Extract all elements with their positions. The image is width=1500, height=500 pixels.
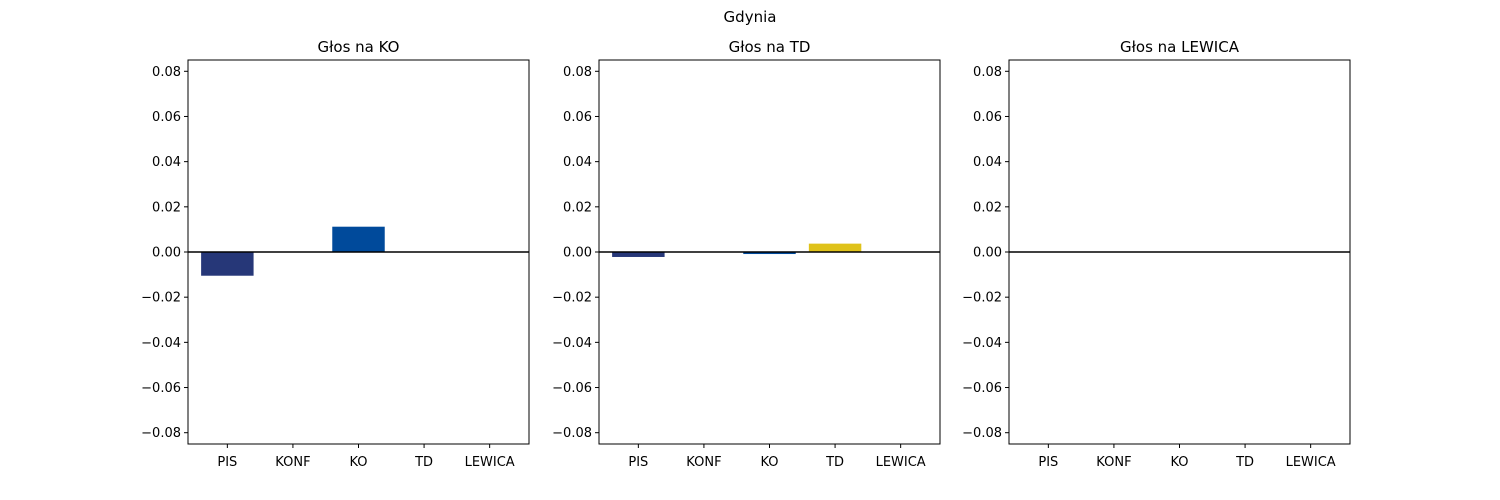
panel-title: Głos na TD [729, 38, 811, 56]
figure-suptitle: Gdynia [724, 8, 777, 26]
x-tick-label-td: TD [825, 455, 844, 470]
x-tick-label-pis: PIS [217, 455, 237, 470]
panels: −0.08 −0.06 −0.04 −0.02 0.00 0.02 0.04 0.06 0.08… [141, 38, 1351, 470]
y-tick-label: 0.06 [563, 110, 592, 125]
y-tick-label: −0.08 [962, 426, 1002, 441]
y-tick-label: −0.02 [552, 291, 592, 306]
y-tick-label: 0.00 [152, 246, 181, 261]
x-tick-label-ko: KO [1170, 455, 1188, 470]
x-tick-label-lewica: LEWICA [876, 455, 926, 470]
panel-title: Głos na KO [318, 38, 400, 56]
y-tick-label: 0.00 [563, 246, 592, 261]
y-tick-label: 0.04 [973, 155, 1002, 170]
x-tick-label-konf: KONF [275, 455, 310, 470]
bar-pis [612, 252, 665, 257]
y-tick-label: 0.02 [152, 200, 181, 215]
x-tick-label-ko: KO [349, 455, 367, 470]
chart-panel-3: −0.08 −0.06 −0.04 −0.02 0.00 0.02 0.04 0.06 0.08… [962, 38, 1351, 470]
x-tick-label-konf: KONF [686, 455, 721, 470]
y-tick-label: 0.02 [563, 200, 592, 215]
y-tick-label: −0.06 [962, 381, 1002, 396]
bar-ko [332, 226, 385, 252]
bar-pis [201, 252, 254, 276]
x-tick-label-konf: KONF [1096, 455, 1131, 470]
y-tick-label: −0.06 [141, 381, 181, 396]
y-tick-label: 0.04 [563, 155, 592, 170]
bar-ko [743, 252, 796, 255]
y-tick-label: −0.02 [141, 291, 181, 306]
y-tick-label: −0.04 [962, 336, 1002, 351]
y-tick-label: −0.08 [552, 426, 592, 441]
bar-td [808, 243, 862, 252]
y-tick-label: −0.04 [141, 336, 181, 351]
y-tick-label: −0.06 [552, 381, 592, 396]
chart-panel-1: −0.08 −0.06 −0.04 −0.02 0.00 0.02 0.04 0.06 0.08… [141, 38, 530, 470]
x-tick-label-pis: PIS [1038, 455, 1058, 470]
x-tick-label-pis: PIS [628, 455, 648, 470]
y-tick-label: 0.06 [973, 110, 1002, 125]
y-tick-label: −0.02 [962, 291, 1002, 306]
y-tick-label: 0.02 [973, 200, 1002, 215]
panel-title: Głos na LEWICA [1120, 38, 1240, 56]
x-tick-label-td: TD [414, 455, 433, 470]
x-tick-label-lewica: LEWICA [1286, 455, 1336, 470]
y-tick-label: 0.08 [973, 65, 1002, 80]
y-tick-label: −0.04 [552, 336, 592, 351]
y-tick-label: 0.08 [563, 65, 592, 80]
x-tick-label-ko: KO [760, 455, 778, 470]
y-tick-label: 0.06 [152, 110, 181, 125]
y-tick-label: 0.04 [152, 155, 181, 170]
y-tick-label: 0.08 [152, 65, 181, 80]
y-tick-label: 0.00 [973, 246, 1002, 261]
x-tick-label-td: TD [1235, 455, 1254, 470]
chart-panel-2: −0.08 −0.06 −0.04 −0.02 0.00 0.02 0.04 0.06 0.08… [552, 38, 941, 470]
y-tick-label: −0.08 [141, 426, 181, 441]
x-tick-label-lewica: LEWICA [465, 455, 515, 470]
